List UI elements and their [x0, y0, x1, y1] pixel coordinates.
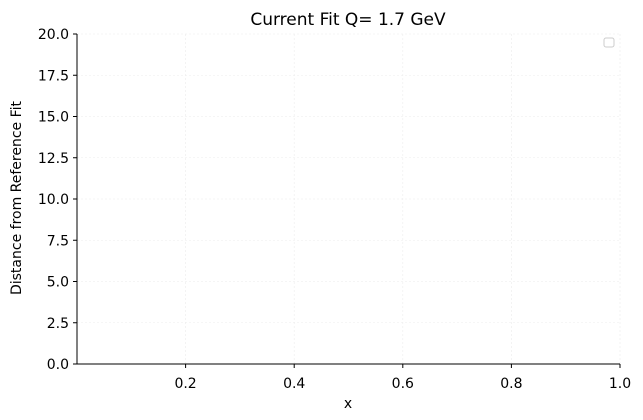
x-tick-label: 0.6 [392, 376, 414, 392]
y-tick-label: 15.0 [38, 110, 69, 126]
y-tick-label: 12.5 [38, 151, 69, 167]
x-tick-label: 0.8 [500, 376, 522, 392]
x-ticks: 0.2 0.4 0.6 0.8 1.0 [174, 364, 631, 392]
x-tick-label: 1.0 [609, 376, 631, 392]
grid [77, 33, 621, 365]
y-tick-label: 0.0 [47, 357, 69, 373]
y-ticks: 0.0 2.5 5.0 7.5 10.0 12.5 15.0 17.5 20.0 [38, 27, 77, 373]
y-tick-label: 10.0 [38, 192, 69, 208]
y-tick-label: 5.0 [47, 275, 69, 291]
x-tick-label: 0.4 [283, 376, 305, 392]
y-tick-label: 20.0 [38, 27, 69, 43]
x-tick-label: 0.2 [174, 376, 196, 392]
legend-box [603, 37, 615, 48]
y-axis-label: Distance from Reference Fit [9, 100, 25, 295]
x-axis-label: x [344, 396, 352, 412]
y-tick-label: 7.5 [47, 233, 69, 249]
legend [603, 37, 615, 48]
y-tick-label: 17.5 [38, 68, 69, 84]
y-tick-label: 2.5 [47, 316, 69, 332]
chart-title: Current Fit Q= 1.7 GeV [250, 10, 446, 30]
